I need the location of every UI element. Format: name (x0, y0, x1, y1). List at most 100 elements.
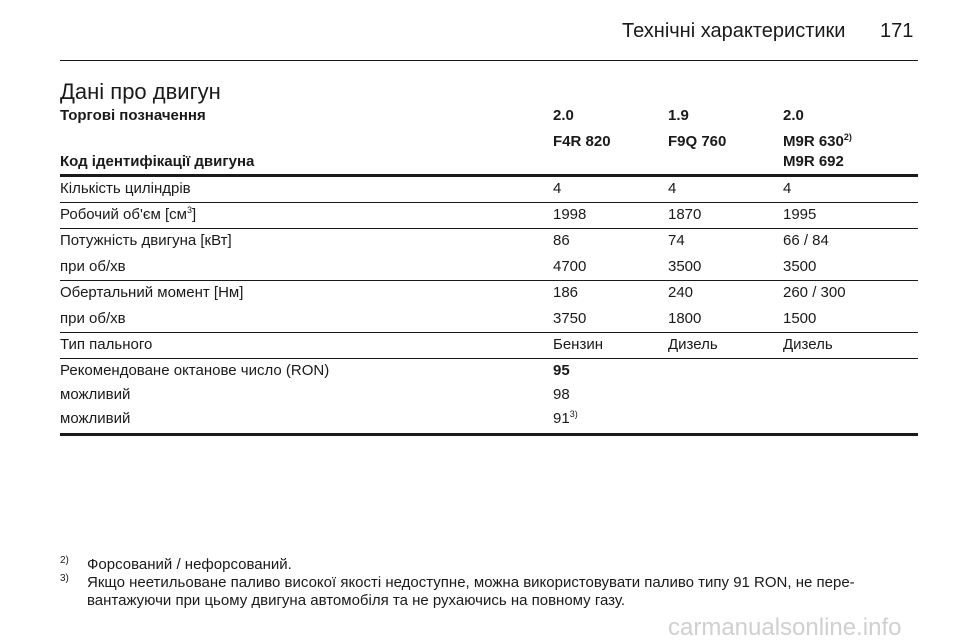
cell-value-text: 4700 (553, 258, 587, 275)
footnote-text: Форсований / нефорсований. (87, 556, 292, 573)
cell-value: 86 (553, 232, 570, 250)
row-label-text: Потужність двигуна [кВт] (60, 232, 232, 249)
row-label-text: Рекомендоване октанове число (RON) (60, 362, 330, 379)
table-rule (60, 358, 918, 359)
footnote-text: Якщо неетильоване паливо високої якості … (87, 574, 855, 591)
cell-value: 98 (553, 386, 570, 404)
footnote-text: вантажуючи при цьому двигуна автомобіля … (87, 592, 626, 609)
watermark: carmanualsonline.info (668, 614, 902, 641)
row-label: при об/хв (60, 310, 126, 328)
cell-value: 95 (553, 362, 570, 380)
cell-value-text: 4 (668, 180, 677, 197)
cell-value: 260 / 300 (783, 284, 846, 302)
cell-value: 4 (668, 180, 676, 198)
cell-value-text: 95 (553, 362, 570, 379)
row-label-text: при об/хв (60, 310, 126, 327)
cell-value-text: 1870 (668, 206, 702, 223)
row-label-text: Тип пального (60, 336, 153, 353)
cell-value: 4 (783, 180, 791, 198)
row-label: Рекомендоване октанове число (RON) (60, 362, 329, 380)
table-rule (60, 228, 918, 229)
cell-value-text: 4 (783, 180, 792, 197)
header-title: Технічні характеристики (622, 20, 846, 42)
cell-value: 4 (553, 180, 561, 198)
superscript: 2) (843, 132, 852, 142)
cell-value-text: 1800 (668, 310, 702, 327)
cell-value: 1995 (783, 206, 816, 224)
page-number: 171 (880, 20, 914, 42)
cell-value: 1800 (668, 310, 701, 328)
cell-value-text: 91 (553, 410, 570, 427)
cell-value-text: Бензин (553, 336, 604, 353)
engine-code: F4R 820 (553, 133, 611, 151)
table-rule (60, 332, 918, 333)
cell-value-text: 74 (668, 232, 685, 249)
row-label-text: можливий (60, 386, 131, 403)
cell-value: 3750 (553, 310, 586, 328)
superscript: 3 (186, 205, 192, 215)
row-label: Код ідентифікації двигуна (60, 153, 255, 170)
superscript: 3) (569, 409, 578, 419)
cell-value-text: 3500 (783, 258, 817, 275)
footnote-mark: 2) (60, 555, 69, 566)
cell-value: Дизель (783, 336, 833, 354)
section-title: Дані про двигун (60, 79, 221, 104)
table-rule (60, 280, 918, 281)
row-label: Потужність двигуна [кВт] (60, 232, 232, 250)
engine-code: M9R 692 (783, 153, 844, 170)
engine-code: M9R 6302) (783, 133, 852, 151)
cell-value: 240 (668, 284, 693, 302)
engine-code: F9Q 760 (668, 133, 726, 151)
cell-value-text: 3750 (553, 310, 587, 327)
cell-value: Дизель (668, 336, 718, 354)
cell-value-text: 186 (553, 284, 579, 301)
cell-value: Бензин (553, 336, 603, 354)
row-label-text: ] (191, 206, 197, 223)
cell-value-text: 260 / 300 (783, 284, 846, 301)
table-rule (60, 174, 918, 177)
cell-value-text: 1998 (553, 206, 587, 223)
trade-name: 2.0 (783, 107, 804, 124)
cell-value-text: 1995 (783, 206, 817, 223)
cell-value: 1870 (668, 206, 701, 224)
cell-value: 1998 (553, 206, 586, 224)
cell-value: 3500 (783, 258, 816, 276)
cell-value-text: 4 (553, 180, 562, 197)
table-rule (60, 202, 918, 203)
row-label: Тип пального (60, 336, 152, 354)
row-label: Кількість циліндрів (60, 180, 191, 198)
cell-value: 1500 (783, 310, 816, 328)
cell-value-text: Дизель (668, 336, 718, 353)
cell-value-text: 3500 (668, 258, 702, 275)
engine-code-text: F9Q 760 (668, 133, 727, 150)
engine-code-text: F4R 820 (553, 133, 611, 150)
header-rule (60, 60, 918, 61)
table-rule (60, 433, 918, 436)
row-label-text: можливий (60, 410, 131, 427)
row-label: Торгові позначення (60, 107, 206, 124)
cell-value: 3500 (668, 258, 701, 276)
row-label-text: Кількість циліндрів (60, 180, 191, 197)
cell-value: 4700 (553, 258, 586, 276)
cell-value: 66 / 84 (783, 232, 829, 250)
row-label: можливий (60, 410, 130, 428)
footnote-mark: 3) (60, 573, 69, 584)
row-label-text: Обертальний момент [Нм] (60, 284, 244, 301)
trade-name: 2.0 (553, 107, 574, 124)
row-label: при об/хв (60, 258, 126, 276)
row-label: Робочий об'єм [см3] (60, 206, 196, 224)
row-label-text: Робочий об'єм [см (60, 206, 187, 223)
row-label: можливий (60, 386, 130, 404)
cell-value: 913) (553, 410, 578, 428)
cell-value-text: 240 (668, 284, 694, 301)
cell-value: 74 (668, 232, 685, 250)
cell-value-text: 86 (553, 232, 570, 249)
cell-value: 186 (553, 284, 578, 302)
row-label-text: при об/хв (60, 258, 126, 275)
cell-value-text: Дизель (783, 336, 833, 353)
row-label: Обертальний момент [Нм] (60, 284, 243, 302)
cell-value-text: 66 / 84 (783, 232, 829, 249)
engine-code-text: M9R 630 (783, 133, 844, 150)
cell-value-text: 98 (553, 386, 570, 403)
